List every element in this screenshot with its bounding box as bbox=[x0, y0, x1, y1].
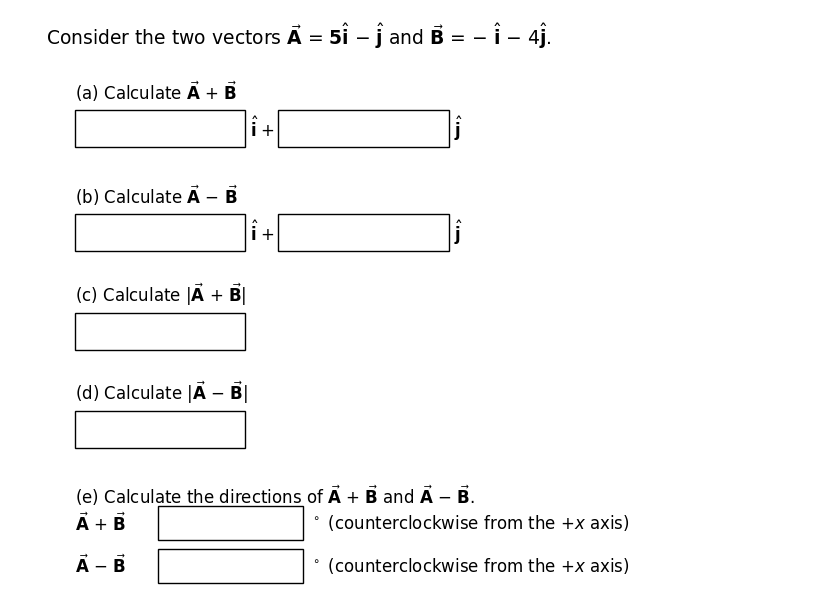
Bar bbox=[75, 313, 245, 350]
Text: $\hat{\mathbf{i}}$ +: $\hat{\mathbf{i}}$ + bbox=[250, 116, 275, 141]
Bar bbox=[158, 507, 303, 540]
Bar bbox=[75, 110, 245, 147]
Text: (e) Calculate the directions of $\vec{\mathbf{A}}$ + $\vec{\mathbf{B}}$ and $\ve: (e) Calculate the directions of $\vec{\m… bbox=[75, 483, 475, 508]
Text: Consider the two vectors $\vec{\mathbf{A}}$ = $\mathbf{5}\hat{\mathbf{i}}$ $-$ $: Consider the two vectors $\vec{\mathbf{A… bbox=[46, 21, 551, 51]
Bar bbox=[278, 214, 449, 251]
Bar bbox=[278, 110, 449, 147]
Text: $\hat{\mathbf{j}}$: $\hat{\mathbf{j}}$ bbox=[454, 114, 463, 143]
Text: $^\circ$ (counterclockwise from the +$x$ axis): $^\circ$ (counterclockwise from the +$x$… bbox=[310, 513, 630, 533]
Bar bbox=[75, 214, 245, 251]
Text: (d) Calculate $|\vec{\mathbf{A}}$ $-$ $\vec{\mathbf{B}}|$: (d) Calculate $|\vec{\mathbf{A}}$ $-$ $\… bbox=[75, 379, 248, 406]
Text: (a) Calculate $\vec{\mathbf{A}}$ + $\vec{\mathbf{B}}$: (a) Calculate $\vec{\mathbf{A}}$ + $\vec… bbox=[75, 80, 237, 104]
Text: $\vec{\mathbf{A}}$ + $\vec{\mathbf{B}}$: $\vec{\mathbf{A}}$ + $\vec{\mathbf{B}}$ bbox=[75, 512, 125, 534]
Bar bbox=[75, 411, 245, 448]
Text: $\hat{\mathbf{i}}$ +: $\hat{\mathbf{i}}$ + bbox=[250, 220, 275, 245]
Text: $\hat{\mathbf{j}}$: $\hat{\mathbf{j}}$ bbox=[454, 218, 463, 247]
Text: $^\circ$ (counterclockwise from the +$x$ axis): $^\circ$ (counterclockwise from the +$x$… bbox=[310, 556, 630, 576]
Text: (b) Calculate $\vec{\mathbf{A}}$ $-$ $\vec{\mathbf{B}}$: (b) Calculate $\vec{\mathbf{A}}$ $-$ $\v… bbox=[75, 184, 238, 208]
Text: (c) Calculate $|\vec{\mathbf{A}}$ + $\vec{\mathbf{B}}|$: (c) Calculate $|\vec{\mathbf{A}}$ + $\ve… bbox=[75, 282, 246, 308]
Text: $\vec{\mathbf{A}}$ $-$ $\vec{\mathbf{B}}$: $\vec{\mathbf{A}}$ $-$ $\vec{\mathbf{B}}… bbox=[75, 555, 125, 577]
Bar bbox=[158, 550, 303, 583]
